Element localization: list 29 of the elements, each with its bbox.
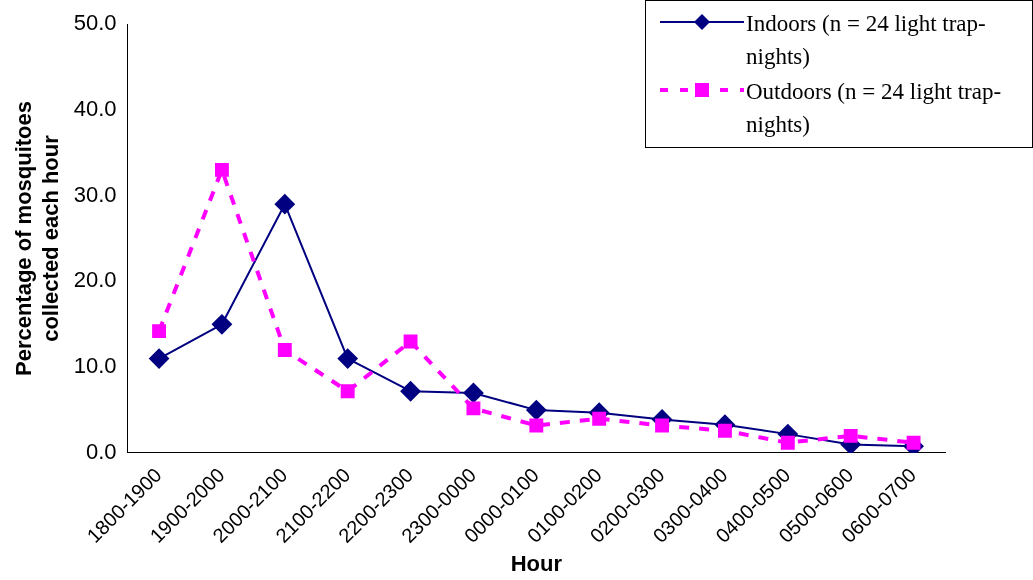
point	[337, 348, 358, 369]
point	[655, 418, 670, 433]
x-axis-title: Hour	[510, 550, 563, 576]
point	[466, 401, 481, 416]
point	[340, 384, 355, 399]
point	[152, 324, 167, 339]
point	[463, 382, 484, 403]
y-tick-label: 50.0	[73, 10, 117, 36]
y-axis-title: Percentage of mosquitoes collected each hour	[11, 100, 63, 377]
point	[211, 314, 232, 335]
point	[274, 194, 295, 215]
y-tick-label: 10.0	[73, 353, 117, 379]
y-tick-label: 0.0	[86, 439, 117, 465]
point	[400, 381, 421, 402]
y-tick-label: 30.0	[73, 181, 117, 207]
point	[843, 428, 858, 443]
y-tick-label: 20.0	[73, 267, 117, 293]
point	[403, 334, 418, 349]
point	[277, 343, 292, 357]
point	[526, 400, 547, 421]
point	[592, 411, 607, 426]
point	[214, 162, 229, 177]
y-tick-label: 40.0	[73, 95, 117, 121]
legend-label: Indoors (n = 24 light trap-nights)	[745, 10, 987, 71]
point	[780, 435, 795, 450]
point	[529, 418, 544, 433]
legend-label: Outdoors (n = 24 light trap-nights)	[745, 78, 1003, 139]
point	[149, 348, 170, 369]
point	[717, 423, 732, 438]
